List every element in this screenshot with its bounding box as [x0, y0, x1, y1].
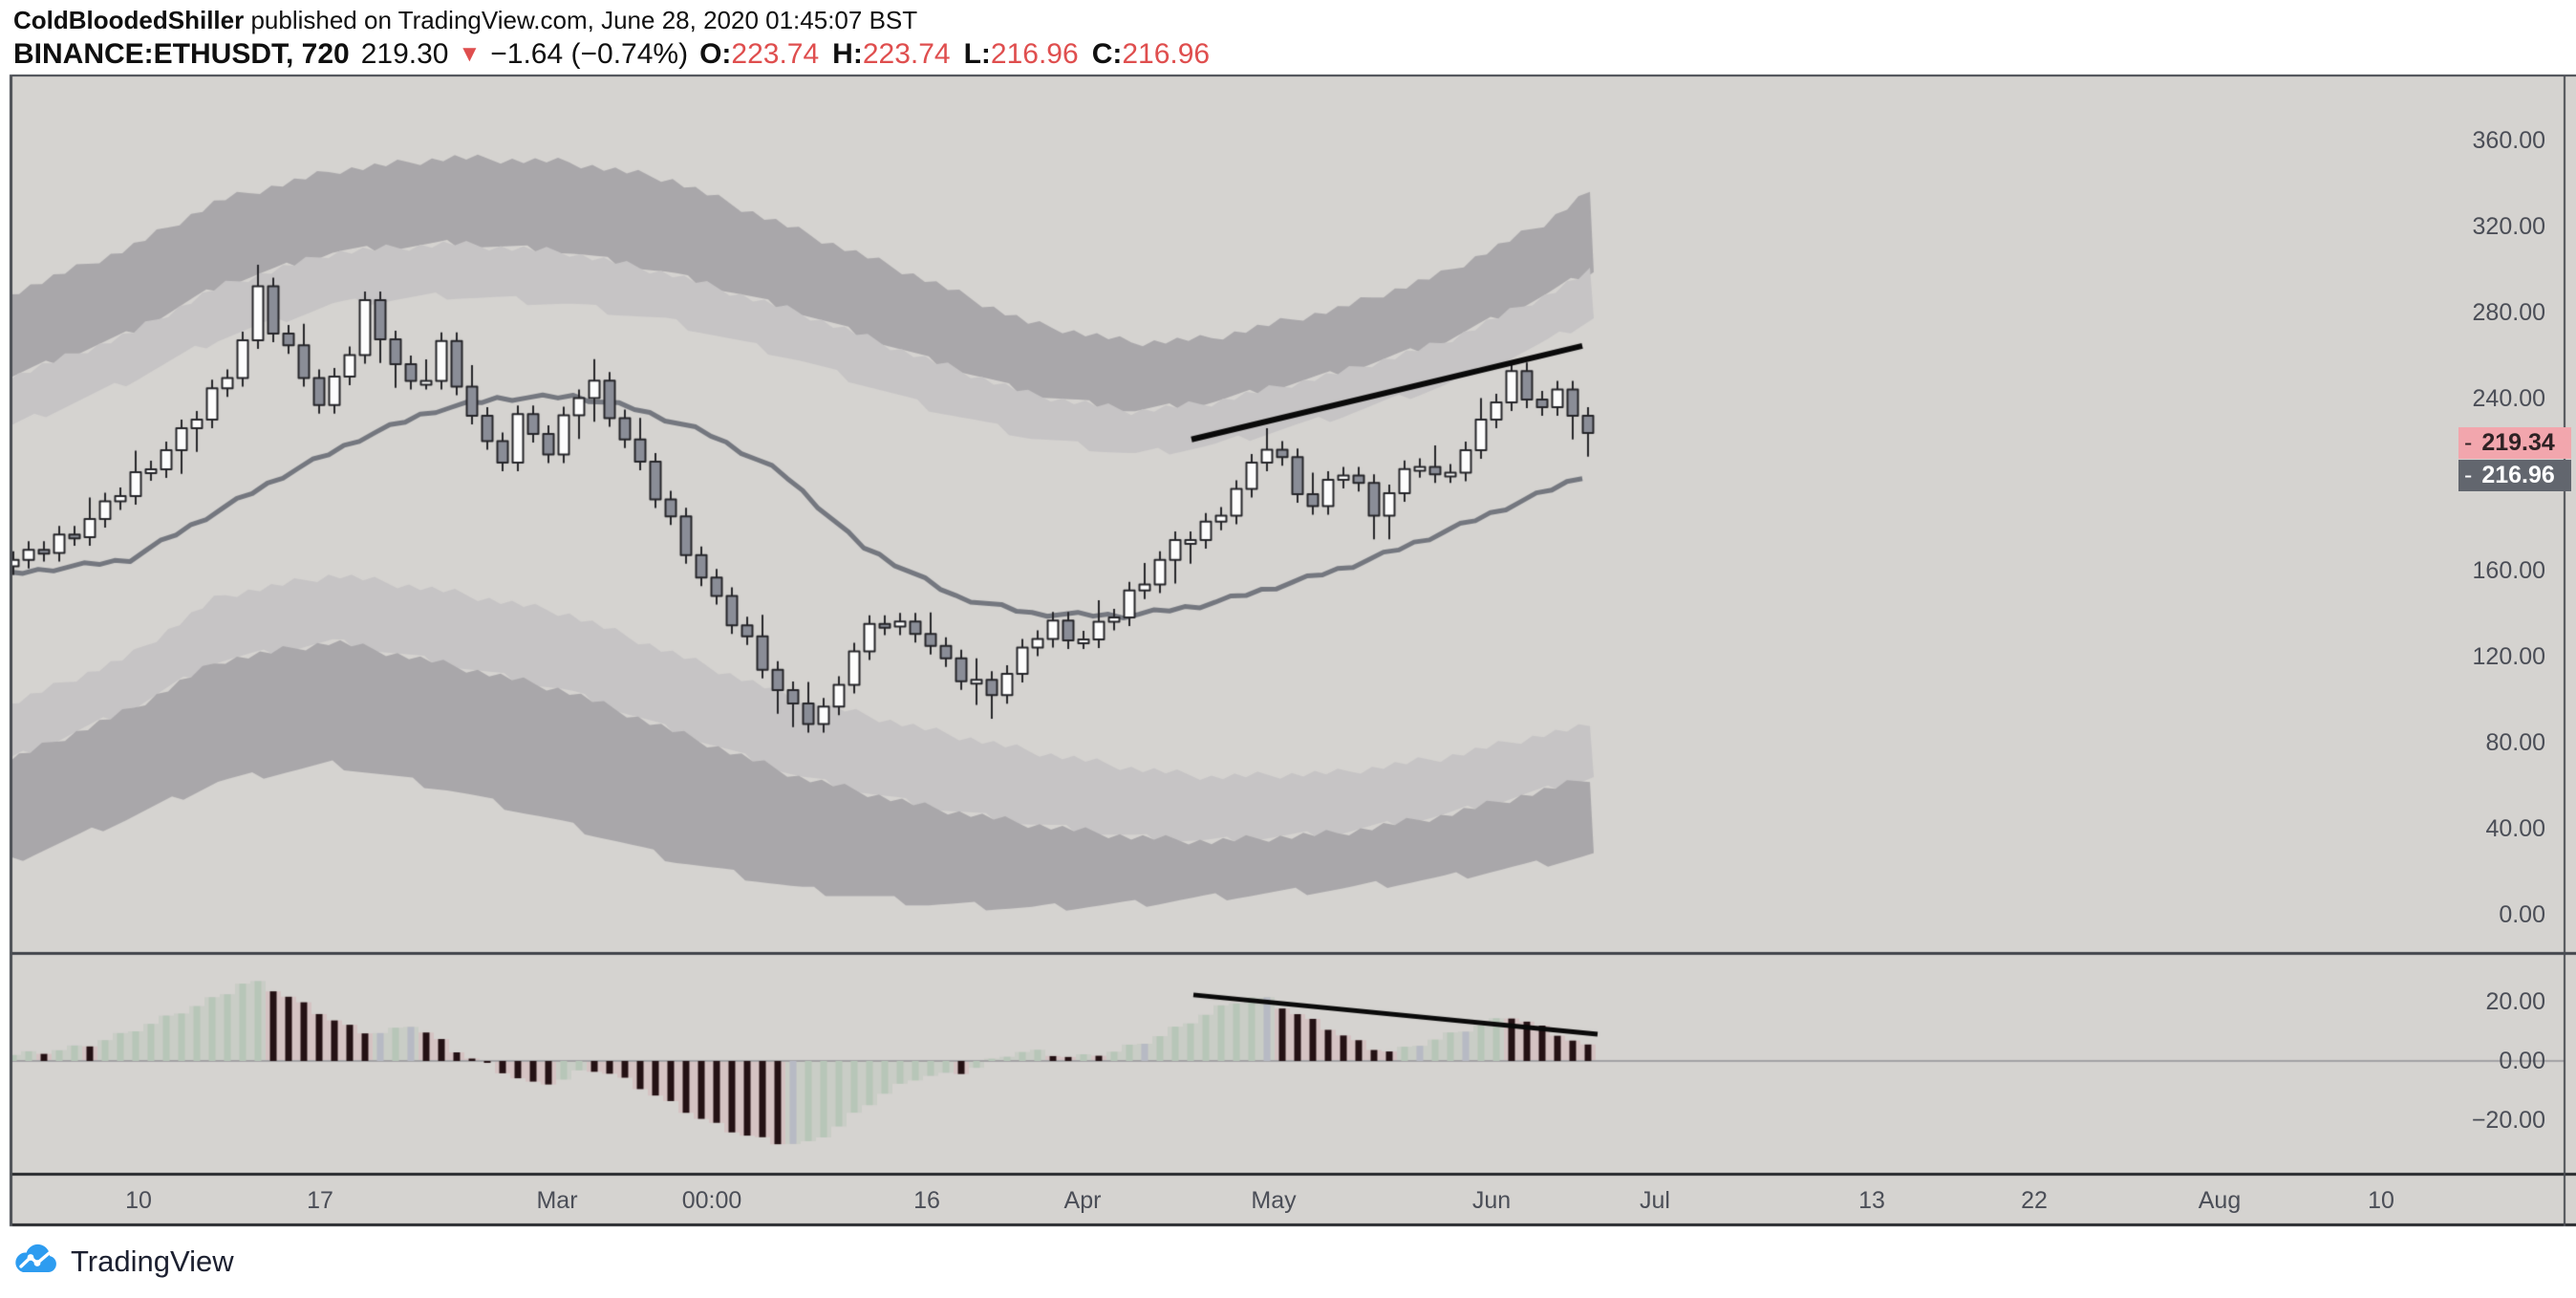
time-tick: Aug — [2198, 1187, 2242, 1214]
price-label-value: 219.34 — [2481, 429, 2555, 457]
ohlc-values: O:223.74 H:223.74 L:216.96 C:216.96 — [699, 38, 1210, 71]
indicator-tick: −20.00 — [2471, 1107, 2545, 1134]
time-tick: Jul — [1640, 1187, 1670, 1214]
tradingview-footer[interactable]: TradingView — [11, 1241, 234, 1283]
ohlc-item: C:216.96 — [1091, 38, 1211, 70]
tradingview-brand-text: TradingView — [71, 1244, 234, 1278]
price-tick: 280.00 — [2472, 299, 2545, 326]
price-change: −1.64 (−0.74%) — [490, 38, 689, 70]
time-tick: May — [1251, 1187, 1297, 1214]
publish-info: ColdBloodedShiller published on TradingV… — [13, 6, 917, 35]
symbol-title: BINANCE:ETHUSDT, 720 — [13, 38, 350, 70]
ohlc-item: O:223.74 — [699, 38, 820, 70]
time-tick: Mar — [536, 1187, 578, 1214]
price-tick: 120.00 — [2472, 643, 2545, 670]
time-tick: 17 — [307, 1187, 333, 1214]
time-tick: 00:00 — [681, 1187, 742, 1214]
price-line-dash: - — [2464, 429, 2473, 457]
indicator-tick: 0.00 — [2499, 1048, 2545, 1074]
time-tick: Apr — [1063, 1187, 1102, 1214]
ohlc-item: L:216.96 — [963, 38, 1079, 70]
ohlc-item: H:223.74 — [832, 38, 951, 70]
last-price: 219.30 — [360, 38, 449, 70]
time-tick: 10 — [2368, 1187, 2394, 1214]
time-tick: Jun — [1471, 1187, 1512, 1214]
price-tick: 240.00 — [2472, 385, 2545, 412]
time-tick: 10 — [125, 1187, 152, 1214]
price-tick: 0.00 — [2499, 901, 2545, 928]
price-tick: 160.00 — [2472, 557, 2545, 584]
time-tick: 13 — [1858, 1187, 1885, 1214]
price-tick: 320.00 — [2472, 213, 2545, 240]
price-tick: 360.00 — [2472, 127, 2545, 154]
price-label-value: 216.96 — [2481, 462, 2555, 489]
time-tick: 22 — [2021, 1187, 2048, 1214]
tradingview-cloud-icon — [15, 1244, 56, 1272]
time-tick: 16 — [913, 1187, 940, 1214]
last-price-label-gray: - 216.96 — [2458, 460, 2571, 492]
price-line-dash: - — [2464, 462, 2473, 489]
author-name: ColdBloodedShiller — [13, 6, 245, 34]
publish-text: published on TradingView.com, June 28, 2… — [244, 6, 918, 34]
symbol-info-bar: BINANCE:ETHUSDT, 720 219.30 ▼ −1.64 (−0.… — [13, 38, 1210, 71]
down-triangle-icon: ▼ — [458, 41, 482, 67]
indicator-tick: 20.00 — [2485, 988, 2545, 1015]
price-tick: 40.00 — [2485, 815, 2545, 842]
last-price-label-pink: - 219.34 — [2458, 427, 2571, 460]
price-tick: 80.00 — [2485, 729, 2545, 756]
